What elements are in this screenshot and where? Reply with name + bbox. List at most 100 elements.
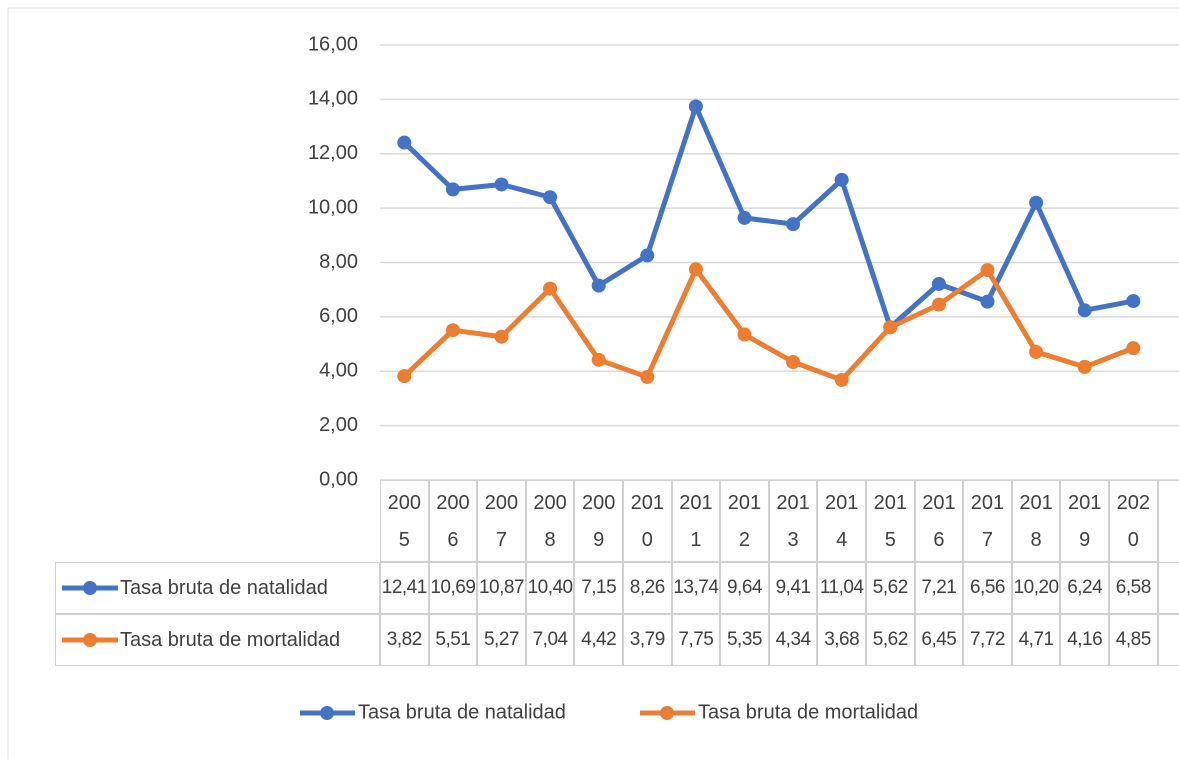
table-row-key: Tasa bruta de natalidad	[55, 562, 380, 614]
data-point	[688, 99, 703, 114]
table-value: 6,45	[914, 614, 964, 666]
table-value: 5,51	[428, 614, 478, 666]
y-tick-label: 4,00	[319, 360, 358, 382]
table-value: 11,04	[817, 562, 866, 614]
data-point	[494, 177, 509, 192]
x-tick-label: 2015	[866, 480, 915, 562]
data-point	[834, 372, 849, 387]
table-value: 10,40	[525, 562, 575, 614]
data-point	[397, 369, 412, 384]
x-tick-label: 2019	[1060, 480, 1109, 562]
data-point	[737, 210, 752, 225]
legend-label: Tasa bruta de mortalidad	[698, 701, 918, 723]
table-value: 7,72	[963, 614, 1012, 666]
table-value: 5,62	[866, 614, 915, 666]
table-value: 12,41	[380, 562, 429, 614]
data-point	[931, 297, 946, 312]
legend-dot	[83, 633, 97, 647]
data-point	[1077, 303, 1092, 318]
data-point	[1126, 341, 1141, 356]
y-tick-label: 10,00	[308, 196, 358, 218]
table-value: 10,20	[1011, 562, 1061, 614]
data-point	[786, 355, 801, 370]
table-value: 4,42	[574, 614, 623, 666]
y-tick-label: 2,00	[319, 414, 358, 436]
x-tick-label: 2009	[574, 480, 623, 562]
y-tick-label: 12,00	[308, 142, 358, 164]
legend-dot	[320, 706, 334, 720]
data-point	[1077, 359, 1092, 374]
data-point	[1029, 195, 1044, 210]
series-line	[402, 266, 1135, 383]
data-point	[591, 352, 606, 367]
table-value: 4,16	[1060, 614, 1109, 666]
data-point	[640, 369, 655, 384]
table-value: 8,26	[623, 562, 672, 614]
x-tick-label: 2005	[380, 480, 429, 562]
x-tick-label: 2013	[768, 480, 818, 562]
x-tick-label: 2008	[525, 480, 575, 562]
table-value: 4,85	[1109, 614, 1158, 666]
data-point	[543, 190, 558, 205]
table-value: 3,68	[817, 614, 866, 666]
data-point	[445, 323, 460, 338]
data-point	[591, 278, 606, 293]
table-value: 5,35	[720, 614, 769, 666]
data-point	[931, 276, 946, 291]
data-point	[786, 217, 801, 232]
legend-marker	[62, 581, 118, 595]
table-row-label: Tasa bruta de mortalidad	[120, 628, 341, 651]
table-value	[1157, 562, 1179, 614]
table-value: 10,87	[477, 562, 526, 614]
legend-dot	[83, 581, 97, 595]
table-value: 6,58	[1109, 562, 1158, 614]
table-value: 7,04	[525, 614, 575, 666]
table-value: 10,69	[428, 562, 478, 614]
x-tick-label: 2014	[817, 480, 866, 562]
table-value: 4,34	[768, 614, 818, 666]
table-value	[1157, 614, 1179, 666]
x-tick-label: 2018	[1011, 480, 1061, 562]
data-point	[688, 262, 703, 277]
x-tick-label: 2007	[477, 480, 526, 562]
legend-marker	[62, 633, 118, 647]
table-value: 9,41	[768, 562, 818, 614]
y-tick-label: 8,00	[319, 251, 358, 273]
table-value: 5,27	[477, 614, 526, 666]
x-tick-label: 2011	[671, 480, 721, 562]
data-point	[543, 281, 558, 296]
data-point	[834, 172, 849, 187]
table-value: 3,79	[623, 614, 672, 666]
data-point	[980, 294, 995, 309]
y-tick-label: 14,00	[308, 88, 358, 110]
table-value: 7,75	[671, 614, 721, 666]
data-point	[494, 329, 509, 344]
y-tick-label: 6,00	[319, 305, 358, 327]
data-point	[1029, 344, 1044, 359]
data-point	[883, 320, 898, 335]
legend-dot	[660, 706, 674, 720]
table-value: 7,15	[574, 562, 623, 614]
table-value: 6,24	[1060, 562, 1109, 614]
table-value: 7,21	[914, 562, 964, 614]
data-point	[397, 135, 412, 150]
series-line	[402, 103, 1134, 330]
table-value: 6,56	[963, 562, 1012, 614]
x-tick-label: 2016	[914, 480, 964, 562]
legend-label: Tasa bruta de natalidad	[358, 701, 566, 723]
data-point	[737, 327, 752, 342]
x-tick-label: 2017	[963, 480, 1012, 562]
data-point	[640, 248, 655, 263]
table-row-key: Tasa bruta de mortalidad	[55, 614, 380, 666]
x-tick-label: 2010	[623, 480, 672, 562]
table-row-label: Tasa bruta de natalidad	[120, 576, 328, 599]
data-point	[980, 263, 995, 278]
x-tick-label: 2020	[1109, 480, 1158, 562]
x-tick-label: 2012	[720, 480, 769, 562]
y-tick-label: 0,00	[319, 468, 358, 490]
x-tick-label: 2006	[428, 480, 478, 562]
data-point	[1126, 294, 1141, 309]
table-value: 3,82	[380, 614, 429, 666]
